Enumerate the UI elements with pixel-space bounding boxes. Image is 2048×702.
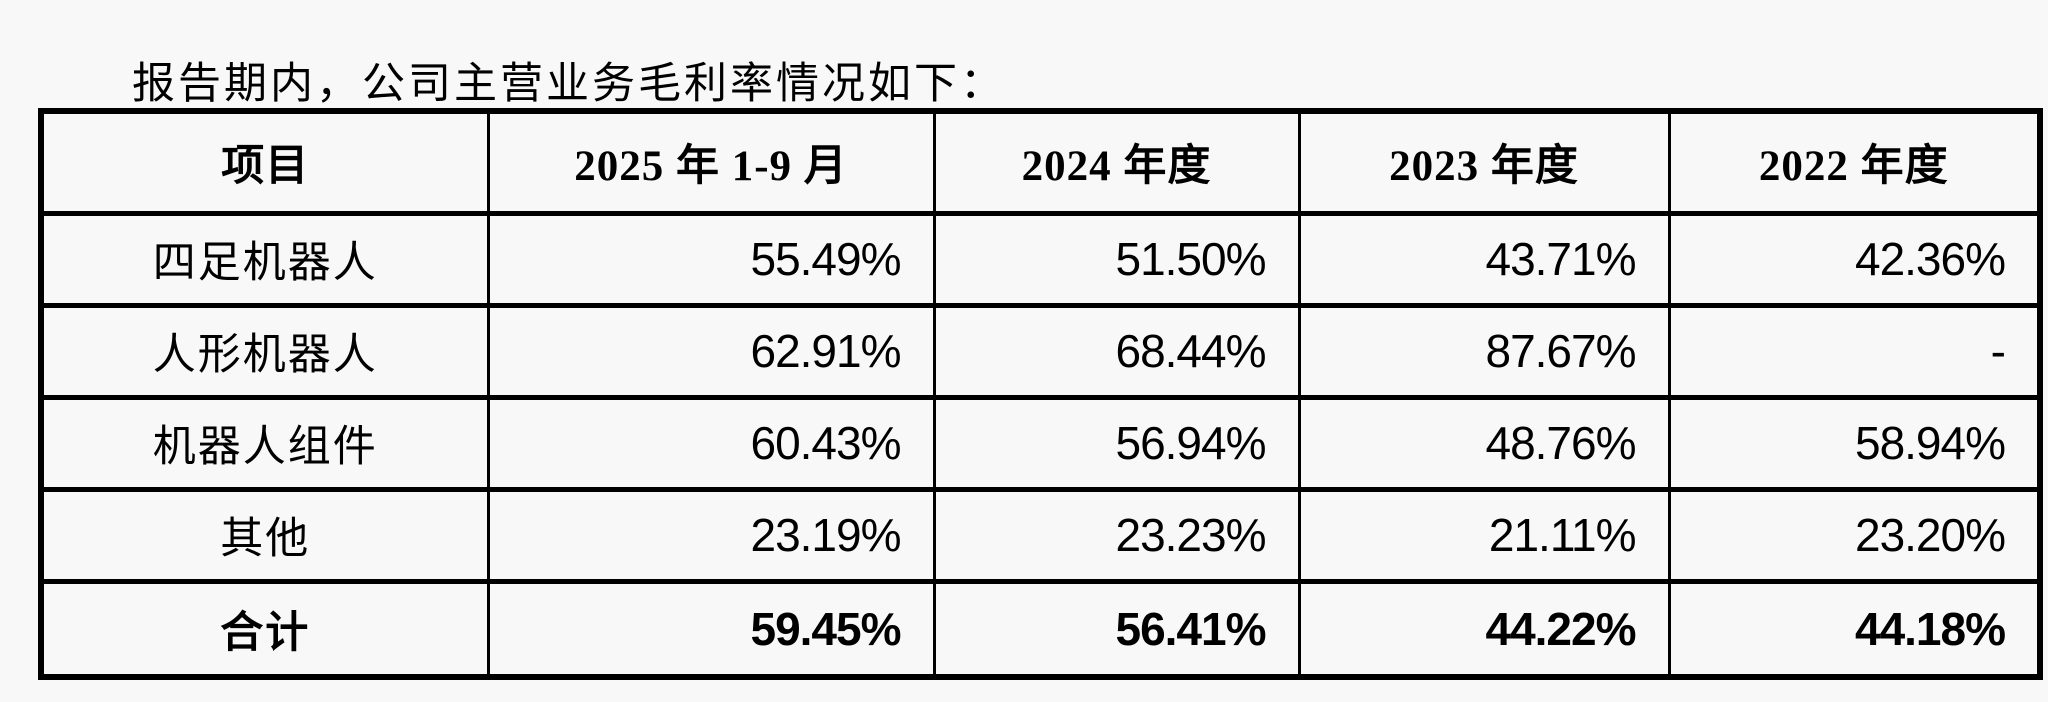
table-row-quadruped: 四足机器人 55.49% 51.50% 43.71% 42.36%: [39, 210, 2042, 308]
column-header-2025: 2025 年 1-9 月: [486, 108, 936, 216]
row-label: 合计: [39, 578, 490, 680]
header-row: 项目 2025 年 1-9 月 2024 年度 2023 年度 2022 年度: [39, 108, 2042, 216]
column-header-2022: 2022 年度: [1667, 108, 2042, 216]
cell-value: 62.91%: [486, 302, 936, 400]
row-label: 机器人组件: [39, 394, 490, 492]
cell-value: 56.94%: [932, 394, 1301, 492]
cell-value: 60.43%: [486, 394, 936, 492]
cell-value: 87.67%: [1297, 302, 1671, 400]
cell-value: 44.18%: [1667, 578, 2042, 680]
row-label: 四足机器人: [39, 210, 490, 308]
column-header-item: 项目: [39, 108, 490, 216]
cell-value: 21.11%: [1297, 486, 1671, 584]
row-label: 人形机器人: [39, 302, 490, 400]
cell-value: 23.23%: [932, 486, 1301, 584]
cell-value: 44.22%: [1297, 578, 1671, 680]
table-header: 项目 2025 年 1-9 月 2024 年度 2023 年度 2022 年度: [39, 108, 2042, 216]
table-row-components: 机器人组件 60.43% 56.94% 48.76% 58.94%: [39, 394, 2042, 492]
cell-value: 51.50%: [932, 210, 1301, 308]
cell-value: 48.76%: [1297, 394, 1671, 492]
column-header-2023: 2023 年度: [1297, 108, 1671, 216]
cell-value: -: [1667, 302, 2042, 400]
cell-value: 55.49%: [486, 210, 936, 308]
table-row-other: 其他 23.19% 23.23% 21.11% 23.20%: [39, 486, 2042, 584]
table-body: 四足机器人 55.49% 51.50% 43.71% 42.36% 人形机器人 …: [39, 210, 2042, 680]
cell-value: 23.19%: [486, 486, 936, 584]
table-row-total: 合计 59.45% 56.41% 44.22% 44.18%: [39, 578, 2042, 680]
column-header-2024: 2024 年度: [932, 108, 1301, 216]
cell-value: 42.36%: [1667, 210, 2042, 308]
cell-value: 68.44%: [932, 302, 1301, 400]
cell-value: 59.45%: [486, 578, 936, 680]
gross-margin-table: 项目 2025 年 1-9 月 2024 年度 2023 年度 2022 年度 …: [38, 108, 2043, 680]
intro-sentence: 报告期内，公司主营业务毛利率情况如下：: [132, 61, 1006, 108]
cell-value: 56.41%: [932, 578, 1301, 680]
cell-value: 43.71%: [1297, 210, 1671, 308]
row-label: 其他: [39, 486, 490, 584]
cell-value: 58.94%: [1667, 394, 2042, 492]
table-row-humanoid: 人形机器人 62.91% 68.44% 87.67% -: [39, 302, 2042, 400]
cell-value: 23.20%: [1667, 486, 2042, 584]
